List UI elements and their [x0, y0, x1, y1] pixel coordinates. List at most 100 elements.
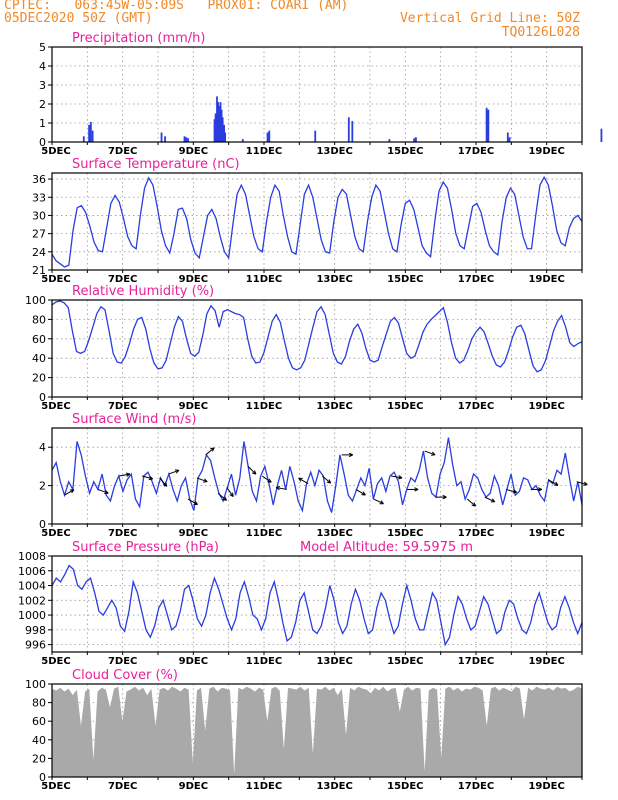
wind-arrow-head — [471, 502, 477, 507]
wind-arrow-head — [229, 492, 234, 497]
y-tick-label: 1004 — [18, 580, 46, 593]
y-tick-label: 996 — [25, 639, 46, 652]
x-tick-label: 19DEC — [528, 401, 564, 412]
x-tick-label: 5DEC — [41, 146, 70, 157]
x-tick-label: 19DEC — [528, 781, 564, 792]
x-tick-label: 15DEC — [387, 274, 423, 285]
x-tick-label: 15DEC — [387, 656, 423, 667]
x-tick-label: 15DEC — [387, 528, 423, 539]
wind-arrow — [187, 498, 198, 505]
panel-title: Surface Pressure (hPa) — [72, 540, 219, 555]
precip-bar — [89, 122, 92, 142]
wind-arrow-head — [174, 469, 180, 474]
y-tick-label: 5 — [39, 41, 46, 54]
x-tick-label: 11DEC — [246, 528, 282, 539]
precip-bar — [217, 102, 219, 142]
wind-arrow-head — [222, 496, 227, 501]
y-tick-label: 40 — [32, 734, 46, 747]
panel-title: Cloud Cover (%) — [72, 668, 178, 683]
wind-arrow — [196, 477, 208, 483]
x-tick-label: 9DEC — [179, 656, 208, 667]
wind-arrow — [321, 475, 332, 484]
panel-title: Relative Humidity (%) — [72, 284, 214, 299]
precip-bar — [91, 130, 94, 142]
x-tick-label: 5DEC — [41, 656, 70, 667]
wind-arrow-head — [583, 481, 588, 486]
wind-arrow-head — [69, 489, 75, 494]
y-tick-label: 100 — [25, 678, 46, 691]
precip-bar — [164, 136, 166, 142]
wind-arrow — [261, 475, 272, 483]
panel-frame — [51, 299, 583, 398]
x-tick-label: 7DEC — [108, 528, 137, 539]
wind-arrow-head — [348, 452, 353, 458]
precip-bar — [413, 138, 416, 142]
y-tick-label: 100 — [25, 294, 46, 307]
y-tick-label: 27 — [32, 228, 46, 241]
y-tick-label: 33 — [32, 191, 46, 204]
precip-bar — [88, 124, 90, 142]
precip-bar — [241, 139, 244, 142]
precip-bar — [214, 113, 217, 142]
wind-arrow — [217, 492, 227, 501]
precip-bar — [213, 119, 216, 142]
precip-bar — [223, 124, 225, 142]
x-tick-label: 17DEC — [458, 656, 494, 667]
wind-arrow-head — [442, 494, 447, 500]
x-tick-label: 7DEC — [108, 781, 137, 792]
panel-frame — [51, 46, 583, 143]
x-tick-label: 13DEC — [316, 656, 352, 667]
precip-bar — [266, 132, 269, 142]
series-line — [51, 564, 583, 647]
panel-annotation: Model Altitude: 59.5975 m — [300, 540, 473, 555]
precip-bar — [220, 109, 223, 142]
wind-arrow-head — [326, 479, 332, 484]
x-tick-label: 13DEC — [316, 146, 352, 157]
x-tick-label: 11DEC — [246, 401, 282, 412]
wind-arrow-head — [210, 447, 215, 452]
wind-arrow-head — [203, 478, 208, 483]
y-tick-label: 0 — [39, 391, 46, 404]
wind-arrow — [64, 489, 75, 496]
y-tick-label: 3 — [39, 79, 46, 92]
precip-bar — [314, 130, 317, 142]
wind-arrow — [226, 487, 234, 497]
precip-bar — [82, 136, 85, 142]
y-tick-label: 20 — [32, 752, 46, 765]
wind-arrow — [97, 488, 109, 494]
wind-arrow-head — [193, 500, 198, 506]
x-tick-label: 19DEC — [528, 146, 564, 157]
wind-arrow — [424, 450, 436, 456]
y-tick-label: 0 — [39, 136, 46, 149]
panel-frame — [51, 172, 583, 271]
wind-arrow-head — [125, 472, 131, 477]
x-tick-label: 5DEC — [41, 401, 70, 412]
y-tick-label: 60 — [32, 333, 46, 346]
precip-bar — [415, 137, 417, 142]
wind-arrow-head — [267, 478, 272, 483]
panel-1: 0 1 2 3 4 5 5DEC 7DEC 9DEC 11DEC 13DEC 15DEC 17DEC 19… — [39, 31, 603, 157]
precip-bar — [185, 137, 188, 142]
x-tick-label: 13DEC — [316, 401, 352, 412]
wind-arrow — [298, 477, 309, 485]
wind-arrow — [505, 488, 517, 493]
header-location: CPTEC: 063:45W-05:09S PROX01: COARI (AM) — [4, 0, 349, 13]
series-line — [51, 175, 583, 268]
y-tick-label: 30 — [32, 209, 46, 222]
x-tick-label: 9DEC — [179, 401, 208, 412]
cloud-cover-area — [52, 686, 582, 777]
wind-arrow — [548, 479, 559, 486]
x-tick-label: 5DEC — [41, 528, 70, 539]
wind-arrow-head — [431, 451, 436, 456]
wind-arrow-head — [537, 487, 542, 492]
x-tick-label: 11DEC — [246, 274, 282, 285]
wind-arrow — [141, 475, 153, 480]
y-tick-label: 1002 — [18, 594, 46, 607]
y-tick-label: 0 — [39, 771, 46, 784]
wind-arrow — [168, 469, 180, 475]
series-line — [51, 300, 583, 373]
precip-bar — [224, 132, 227, 142]
x-tick-label: 17DEC — [458, 401, 494, 412]
wind-arrow-head — [104, 489, 109, 495]
wind-arrow-head — [553, 481, 559, 486]
